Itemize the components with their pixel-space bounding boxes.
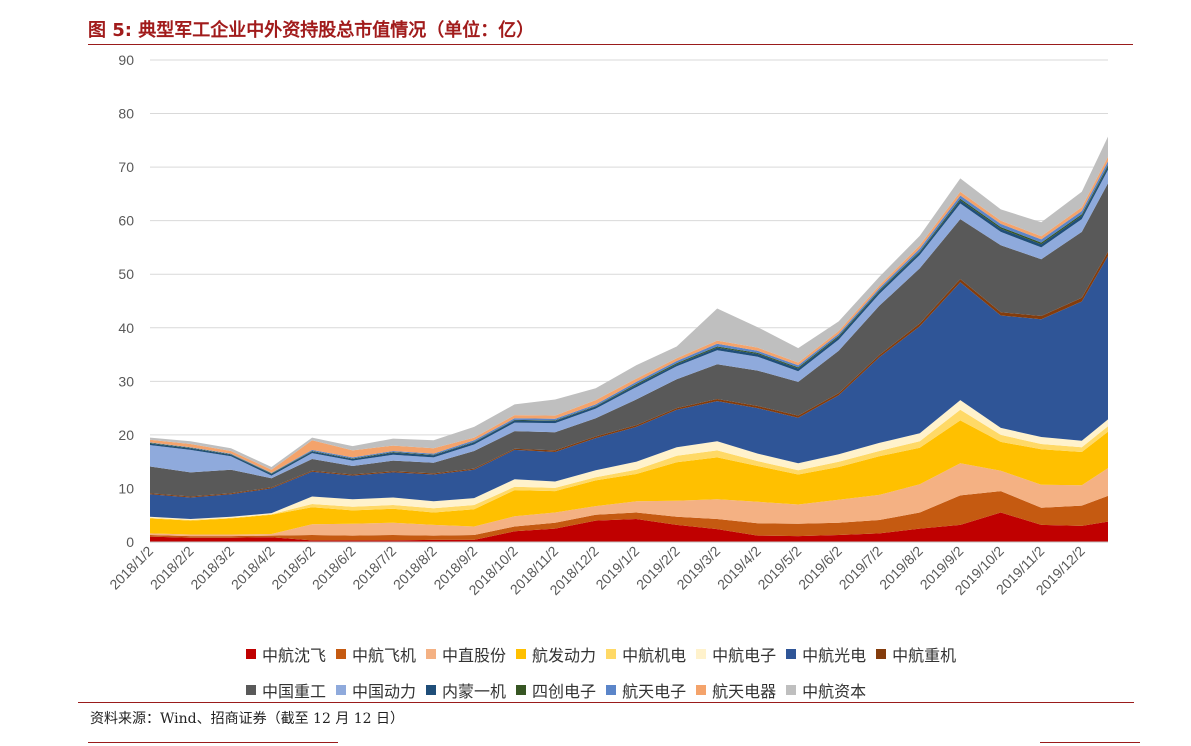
y-tick-label: 0	[126, 534, 134, 550]
legend-item: 中航沈飞	[246, 642, 326, 666]
legend-label: 中国重工	[262, 682, 327, 701]
area-series	[150, 512, 1108, 542]
legend-label: 内蒙一机	[442, 682, 507, 701]
y-tick-label: 40	[118, 320, 134, 336]
area-series	[150, 256, 1108, 519]
y-tick-label: 30	[118, 373, 134, 389]
y-tick-label: 50	[118, 266, 134, 282]
legend-label: 中航资本	[802, 682, 867, 701]
x-tick-label: 2018/2/2	[147, 543, 197, 593]
x-tick-label: 2018/3/2	[187, 543, 237, 593]
legend-item: 航天电子	[606, 678, 686, 702]
legend-item: 内蒙一机	[426, 678, 506, 702]
legend-swatch	[336, 649, 347, 659]
area-series	[150, 420, 1108, 535]
x-tick-label: 2019/7/2	[836, 543, 886, 593]
x-tick-label: 2018/1/2	[106, 543, 156, 593]
legend-item: 中航电子	[696, 642, 776, 666]
legend-item: 中国动力	[336, 678, 416, 702]
legend-label: 四创电子	[532, 682, 597, 701]
x-tick-label: 2019/8/2	[876, 543, 926, 593]
source-divider	[78, 702, 1134, 703]
legend-label: 航天电器	[712, 682, 777, 701]
chart-legend: 中航沈飞 中航飞机 中直股份 航发动力 中航机电 中航电子 中航光电 中航重机中国重工 中国动力…	[246, 642, 1006, 714]
legend-label: 中航沈飞	[262, 646, 327, 665]
x-tick-label: 2018/7/2	[349, 543, 399, 593]
footer-rule-left	[88, 742, 338, 743]
x-tick-label: 2018/4/2	[228, 543, 278, 593]
legend-swatch	[696, 685, 707, 695]
legend-label: 中航重机	[892, 646, 957, 665]
legend-label: 航天电子	[622, 682, 687, 701]
legend-item: 中航资本	[786, 678, 866, 702]
x-tick-label: 2018/8/2	[390, 543, 440, 593]
legend-swatch	[246, 649, 256, 659]
x-tick-label: 2018/5/2	[268, 543, 318, 593]
legend-item: 航发动力	[516, 642, 596, 666]
source-note: 资料来源：Wind、招商证券（截至 12 月 12 日）	[90, 711, 405, 727]
x-tick-label: 2018/6/2	[309, 543, 359, 593]
legend-swatch	[786, 685, 797, 695]
y-tick-label: 90	[118, 52, 134, 68]
legend-item: 中航飞机	[336, 642, 416, 666]
area-series	[150, 463, 1108, 537]
legend-item: 中直股份	[426, 642, 506, 666]
x-tick-label: 2019/3/2	[673, 543, 723, 593]
x-tick-label: 2019/4/2	[714, 543, 764, 593]
legend-label: 中航飞机	[352, 646, 417, 665]
legend-row: 中国重工 中国动力 内蒙一机 四创电子 航天电子 航天电器 中航资本	[246, 678, 1006, 702]
legend-swatch	[426, 685, 437, 695]
legend-item: 中国重工	[246, 678, 326, 702]
legend-label: 中航电子	[712, 646, 777, 665]
legend-swatch	[336, 685, 347, 695]
legend-swatch	[876, 649, 887, 659]
legend-swatch	[786, 649, 797, 659]
legend-item: 四创电子	[516, 678, 596, 702]
y-tick-label: 60	[118, 213, 134, 229]
legend-swatch	[606, 685, 617, 695]
legend-item: 中航机电	[606, 642, 686, 666]
legend-row: 中航沈飞 中航飞机 中直股份 航发动力 中航机电 中航电子 中航光电 中航重机	[246, 642, 1006, 666]
x-tick-label: 2019/5/2	[754, 543, 804, 593]
legend-label: 航发动力	[532, 646, 597, 665]
legend-label: 中航光电	[802, 646, 867, 665]
legend-item: 航天电器	[696, 678, 776, 702]
legend-item: 中航重机	[876, 642, 956, 666]
y-tick-label: 80	[118, 106, 134, 122]
y-tick-label: 70	[118, 159, 134, 175]
legend-label: 中国动力	[352, 682, 417, 701]
legend-swatch	[516, 685, 527, 695]
title-bar: 图 5: 典型军工企业中外资持股总市值情况（单位：亿）	[88, 12, 1133, 45]
figure-title: 图 5: 典型军工企业中外资持股总市值情况（单位：亿）	[88, 20, 535, 41]
legend-item: 中航光电	[786, 642, 866, 666]
footer-rule-right	[1040, 742, 1140, 743]
y-tick-label: 10	[118, 480, 134, 496]
legend-label: 中航机电	[622, 646, 687, 665]
x-tick-label: 2019/6/2	[795, 543, 845, 593]
legend-swatch	[696, 649, 707, 659]
legend-swatch	[426, 649, 437, 659]
legend-label: 中直股份	[442, 646, 507, 665]
x-tick-label: 2019/2/2	[633, 543, 683, 593]
legend-swatch	[516, 649, 527, 659]
legend-swatch	[246, 685, 256, 695]
area-series	[150, 491, 1108, 541]
x-tick-label: 2019/1/2	[592, 543, 642, 593]
legend-swatch	[606, 649, 617, 659]
y-tick-label: 20	[118, 427, 134, 443]
